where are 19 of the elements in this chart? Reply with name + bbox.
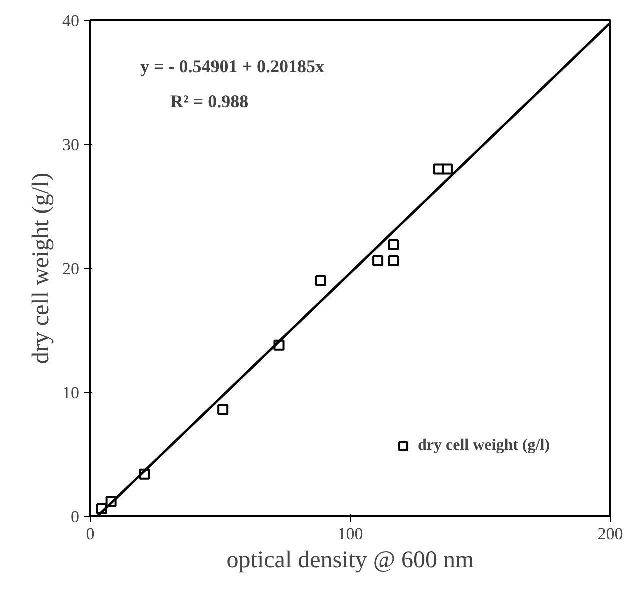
x-axis-title: optical density @ 600 nm	[226, 548, 475, 574]
y-tick-label: 0	[71, 508, 80, 526]
point	[442, 164, 453, 175]
y-tick-label: 40	[62, 12, 80, 30]
x-tick-label: 200	[598, 524, 624, 544]
y-axis-title: dry cell weight (g/l)	[28, 172, 54, 364]
y-tick-label: 20	[62, 260, 80, 278]
point	[372, 256, 384, 267]
x-tick-label: 0	[86, 524, 95, 544]
legend-label: dry cell weight (g/l)	[418, 437, 550, 455]
point	[218, 404, 229, 416]
y-tick-label: 30	[62, 136, 80, 154]
y-tick-label: 10	[62, 384, 80, 402]
point	[388, 256, 400, 267]
point	[388, 239, 400, 250]
annotation: R² = 0.988	[170, 92, 249, 112]
x-tick-label: 100	[338, 524, 364, 544]
point	[315, 275, 326, 286]
annotation: y = - 0.54901 + 0.20185x	[140, 56, 325, 76]
